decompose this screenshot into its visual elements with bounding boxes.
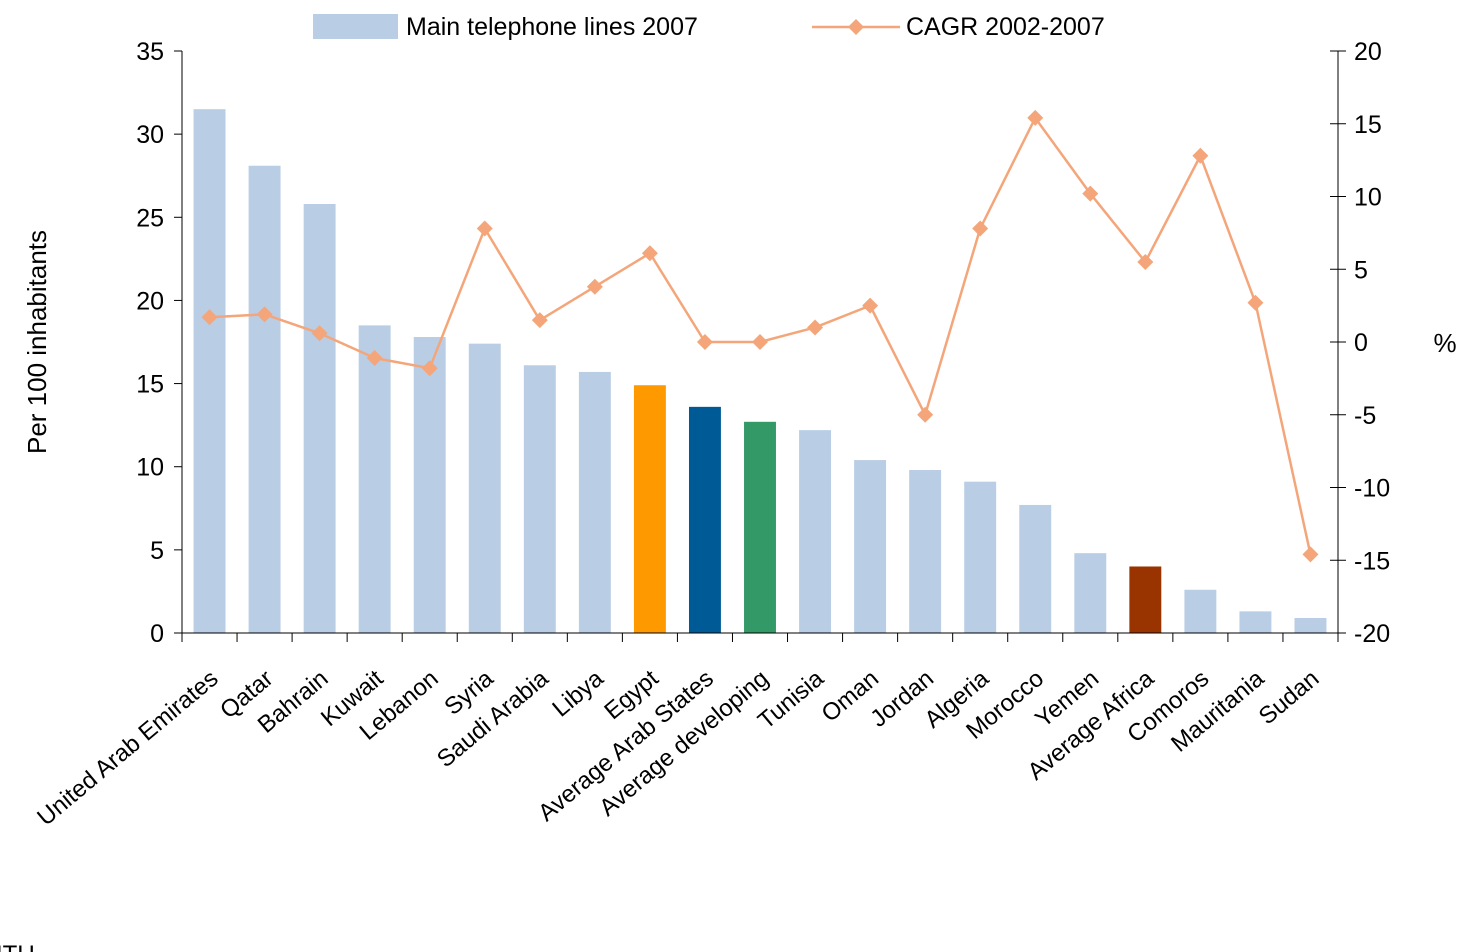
axes-group: 0 5 10 15 20 25 30 35 -20 -15 -10 -5 0 5 10 15 20 — [136, 38, 1390, 648]
right-tick-label-8: 20 — [1354, 38, 1382, 66]
cagr-marker-13 — [917, 406, 934, 423]
left-tick-label-0: 0 — [150, 620, 164, 648]
left-tick-label-5: 25 — [136, 204, 164, 232]
bar-4 — [413, 337, 446, 633]
left-tick-label-1: 5 — [150, 537, 164, 565]
bar-18 — [1184, 589, 1217, 633]
category-labels-group: United Arab EmiratesQatarBahrainKuwaitLe… — [32, 664, 1324, 831]
cagr-marker-4 — [421, 360, 438, 377]
cagr-marker-11 — [807, 319, 824, 336]
cagr-marker-1 — [256, 306, 273, 323]
cagr-marker-9 — [696, 334, 713, 350]
cagr-marker-18 — [1192, 147, 1209, 164]
cagr-marker-5 — [476, 220, 493, 237]
bar-14 — [964, 481, 997, 633]
right-tick-label-6: 10 — [1354, 184, 1382, 212]
cagr-marker-7 — [586, 278, 603, 295]
cagr-marker-8 — [641, 245, 658, 262]
right-tick-label-5: 5 — [1354, 256, 1368, 284]
cagr-marker-20 — [1302, 546, 1319, 563]
legend-line-marker — [848, 19, 864, 35]
bar-7 — [578, 371, 611, 633]
bar-17 — [1129, 566, 1162, 633]
left-tick-label-2: 10 — [136, 454, 164, 482]
right-tick-label-4: 0 — [1354, 329, 1368, 357]
legend-bar-swatch — [313, 14, 398, 39]
cagr-marker-0 — [201, 309, 218, 326]
bar-5 — [468, 343, 501, 633]
right-axis-title: % — [1433, 328, 1456, 358]
bars-group — [193, 109, 1327, 634]
bar-15 — [1019, 504, 1052, 633]
right-tick-label-7: 15 — [1354, 111, 1382, 139]
legend-line-label: CAGR 2002-2007 — [906, 13, 1105, 41]
cagr-marker-12 — [862, 297, 879, 314]
left-tick-label-6: 30 — [136, 121, 164, 149]
category-label-7: Libya — [547, 664, 609, 722]
right-tick-label-2: -10 — [1354, 475, 1390, 503]
bar-19 — [1239, 611, 1272, 633]
right-tick-label-3: -5 — [1354, 402, 1376, 430]
left-axis-title: Per 100 inhabitants — [22, 230, 52, 454]
bar-1 — [248, 165, 281, 634]
cagr-marker-19 — [1247, 294, 1264, 311]
cagr-marker-14 — [972, 220, 989, 237]
bar-9 — [688, 406, 721, 633]
cagr-marker-3 — [366, 350, 383, 367]
category-label-20: Sudan — [1254, 665, 1325, 730]
bar-3 — [358, 325, 391, 633]
left-tick-label-7: 35 — [136, 38, 164, 66]
cagr-marker-10 — [752, 334, 768, 350]
bar-8 — [633, 385, 666, 633]
cagr-marker-15 — [1027, 109, 1044, 126]
bar-2 — [303, 203, 336, 634]
cagr-marker-2 — [311, 325, 328, 342]
bar-0 — [193, 109, 226, 633]
bar-10 — [744, 421, 776, 633]
bar-13 — [909, 470, 942, 633]
legend-bar-label: Main telephone lines 2007 — [406, 13, 698, 41]
cagr-marker-17 — [1137, 253, 1154, 270]
bar-12 — [854, 460, 887, 633]
legend: Main telephone lines 2007 CAGR 2002-2007 — [313, 13, 1105, 41]
category-label-0: United Arab Emirates — [32, 665, 223, 831]
bar-20 — [1294, 618, 1327, 633]
source-note: ITU — [0, 941, 35, 952]
right-tick-label-1: -15 — [1354, 547, 1390, 575]
bar-11 — [799, 430, 832, 633]
cagr-marker-16 — [1082, 185, 1099, 202]
left-tick-label-3: 15 — [136, 371, 164, 399]
line-series-group — [201, 109, 1319, 563]
bar-6 — [523, 365, 556, 633]
right-tick-label-0: -20 — [1354, 620, 1390, 648]
bar-16 — [1074, 553, 1107, 633]
left-tick-label-4: 20 — [136, 287, 164, 315]
cagr-marker-6 — [531, 312, 548, 329]
